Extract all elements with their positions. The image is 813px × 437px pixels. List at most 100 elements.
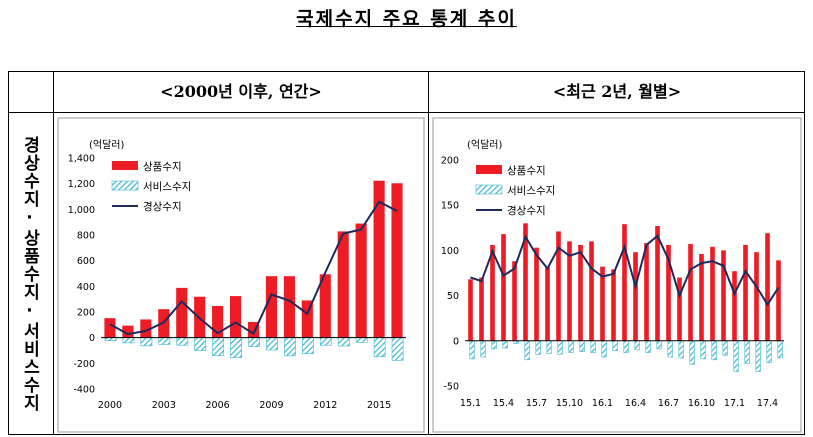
services-bar — [194, 337, 207, 351]
row-label-text: 경상수지·상품수지·서비스수지 — [19, 136, 40, 412]
services-bar — [623, 340, 629, 353]
y-tick-label: 150 — [441, 201, 459, 212]
services-bar — [634, 340, 640, 351]
goods-bar — [512, 261, 517, 341]
divider-header — [8, 112, 805, 113]
goods-bar — [699, 254, 704, 341]
services-bar — [612, 340, 618, 352]
y-tick-label: 100 — [441, 246, 459, 257]
services-bar — [700, 340, 706, 360]
legend-swatch-services — [111, 180, 139, 191]
services-bar — [722, 340, 728, 356]
services-bar — [535, 340, 541, 355]
goods-bar — [732, 271, 737, 341]
x-tick-label: 16.1 — [592, 398, 613, 409]
x-tick-label: 16.4 — [625, 398, 646, 409]
x-tick-label: 2009 — [259, 400, 283, 411]
divider-middle — [428, 71, 429, 435]
services-bar — [645, 340, 651, 353]
legend-label-services: 서비스수지 — [507, 185, 555, 197]
goods-bar — [721, 250, 726, 341]
services-bar — [373, 337, 386, 358]
y-tick-label: 200 — [441, 156, 459, 167]
unit-label: (억달러) — [89, 139, 125, 151]
services-bar — [678, 340, 684, 359]
legend-label-current: 경상수지 — [507, 204, 546, 217]
x-tick-label: 15.1 — [460, 398, 481, 409]
goods-bar — [710, 246, 715, 341]
goods-bar — [655, 225, 660, 341]
x-tick-label: 17.1 — [724, 398, 745, 409]
services-bar — [766, 340, 772, 363]
legend-swatch-services — [475, 184, 503, 195]
services-bar — [656, 340, 662, 350]
legend-swatch-goods — [112, 161, 138, 170]
services-bar — [140, 337, 153, 347]
services-bar — [777, 340, 783, 359]
goods-bar — [611, 269, 616, 341]
services-bar — [689, 340, 695, 365]
services-bar — [230, 337, 242, 358]
y-tick-label: 1,000 — [68, 205, 95, 216]
goods-bar — [666, 244, 671, 341]
legend-label-current: 경상수지 — [143, 200, 182, 213]
services-bar — [557, 340, 563, 355]
goods-bar — [600, 266, 605, 341]
goods-bar — [765, 233, 770, 341]
x-tick-label: 15.4 — [493, 398, 514, 409]
goods-bar — [776, 260, 781, 341]
legend-swatch-goods — [476, 165, 502, 174]
y-tick-label: 1,200 — [68, 179, 95, 190]
x-tick-label: 2000 — [98, 400, 122, 411]
legend-label-goods: 상품수지 — [507, 165, 546, 177]
goods-bar — [122, 325, 134, 338]
services-bar — [601, 340, 607, 358]
goods-bar — [104, 318, 116, 338]
services-bar — [491, 340, 497, 350]
chart-border — [432, 117, 802, 433]
goods-bar — [556, 231, 561, 341]
goods-bar — [229, 296, 242, 338]
goods-bar — [688, 244, 693, 341]
services-bar — [248, 337, 260, 347]
legend-label-goods: 상품수지 — [143, 161, 182, 173]
y-tick-label: 800 — [77, 231, 95, 242]
y-tick-label: 600 — [77, 256, 95, 267]
goods-bar — [534, 247, 539, 341]
current-account-line — [109, 200, 398, 336]
services-bar — [337, 337, 350, 347]
services-bar — [568, 340, 574, 353]
services-bar — [711, 340, 717, 361]
goods-bar — [633, 252, 638, 341]
services-bar — [524, 340, 530, 361]
x-tick-label: 2003 — [152, 400, 176, 411]
unit-label: (억달러) — [467, 139, 503, 151]
goods-bar — [176, 287, 188, 338]
services-bar — [744, 340, 750, 364]
services-bar — [391, 337, 404, 361]
services-bar — [158, 337, 171, 345]
goods-bar — [373, 180, 385, 338]
x-tick-label: 2012 — [313, 400, 337, 411]
goods-bar — [247, 322, 260, 338]
goods-bar — [523, 223, 528, 341]
services-bar — [590, 340, 596, 353]
goods-bar — [578, 244, 583, 341]
goods-bar — [567, 241, 572, 341]
services-bar — [546, 340, 552, 354]
goods-bar — [301, 300, 313, 338]
services-bar — [733, 340, 739, 372]
goods-bar — [140, 319, 152, 338]
y-tick-label: 1,400 — [68, 154, 95, 165]
goods-bar — [265, 276, 278, 338]
row-label: 경상수지·상품수지·서비스수지 — [12, 118, 48, 430]
legend-label-services: 서비스수지 — [143, 181, 191, 193]
services-bar — [284, 337, 296, 357]
y-tick-label: 200 — [77, 308, 95, 319]
services-bar — [480, 340, 486, 358]
goods-bar — [490, 244, 495, 341]
goods-bar — [743, 244, 748, 341]
goods-bar — [754, 252, 759, 341]
x-tick-label: 15.7 — [526, 398, 547, 409]
